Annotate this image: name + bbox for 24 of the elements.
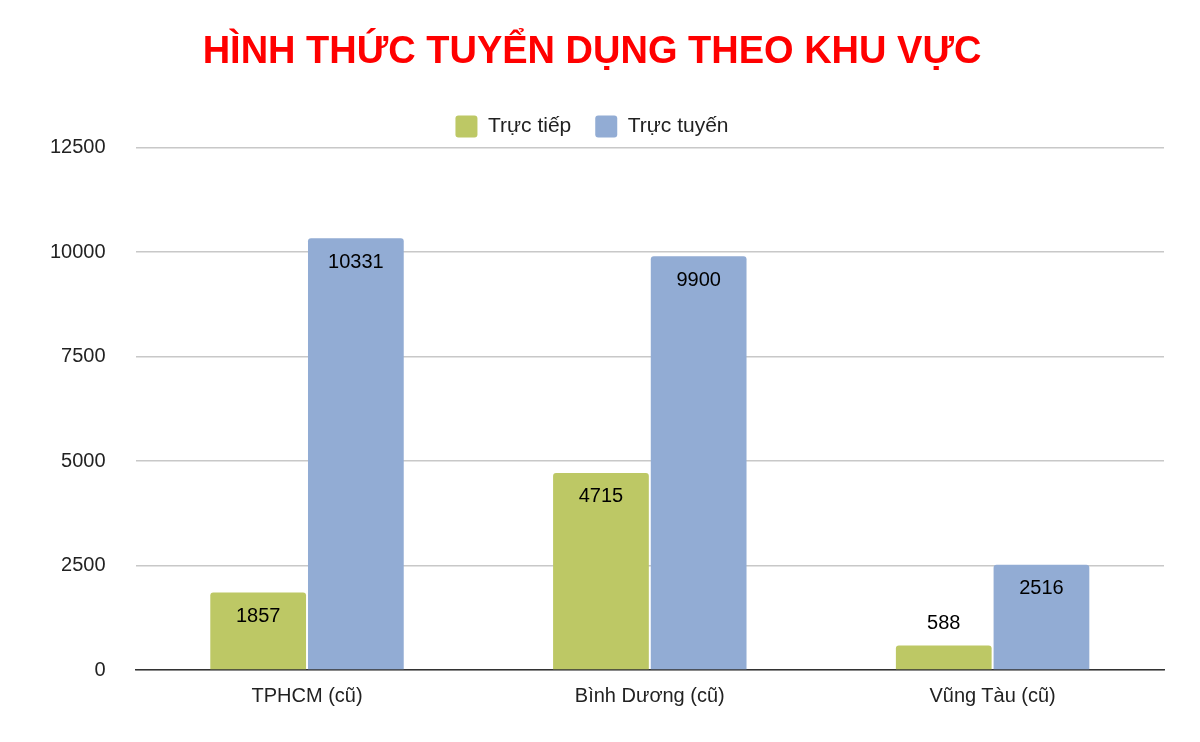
bar (650, 256, 747, 670)
y-tick-label: 12500 (49, 135, 106, 158)
x-tick-label: Bình Dương (cũ) (574, 683, 725, 706)
legend-label: Trực tiếp (487, 113, 572, 137)
data-label: 588 (927, 610, 961, 633)
chart-title: HÌNH THỨC TUYỂN DỤNG THEO KHU VỰC (202, 27, 982, 72)
bar (895, 645, 992, 670)
bar (307, 238, 404, 670)
x-tick-label: TPHCM (cũ) (251, 683, 363, 706)
y-tick-label: 5000 (61, 448, 106, 471)
data-label: 1857 (235, 603, 281, 626)
data-label: 4715 (578, 484, 624, 507)
y-tick-label: 7500 (61, 344, 106, 367)
data-label: 10331 (328, 249, 384, 272)
y-tick-label: 2500 (61, 553, 106, 576)
bar (210, 592, 307, 670)
legend-label: Trực tuyến (627, 113, 729, 137)
data-label: 9900 (676, 267, 721, 290)
y-tick-label: 10000 (49, 239, 106, 262)
bar (553, 472, 649, 670)
data-label: 2516 (1019, 576, 1064, 599)
x-tick-label: Vũng Tàu (cũ) (929, 683, 1056, 706)
y-tick-label: 0 (94, 657, 106, 680)
bar (993, 564, 1090, 670)
